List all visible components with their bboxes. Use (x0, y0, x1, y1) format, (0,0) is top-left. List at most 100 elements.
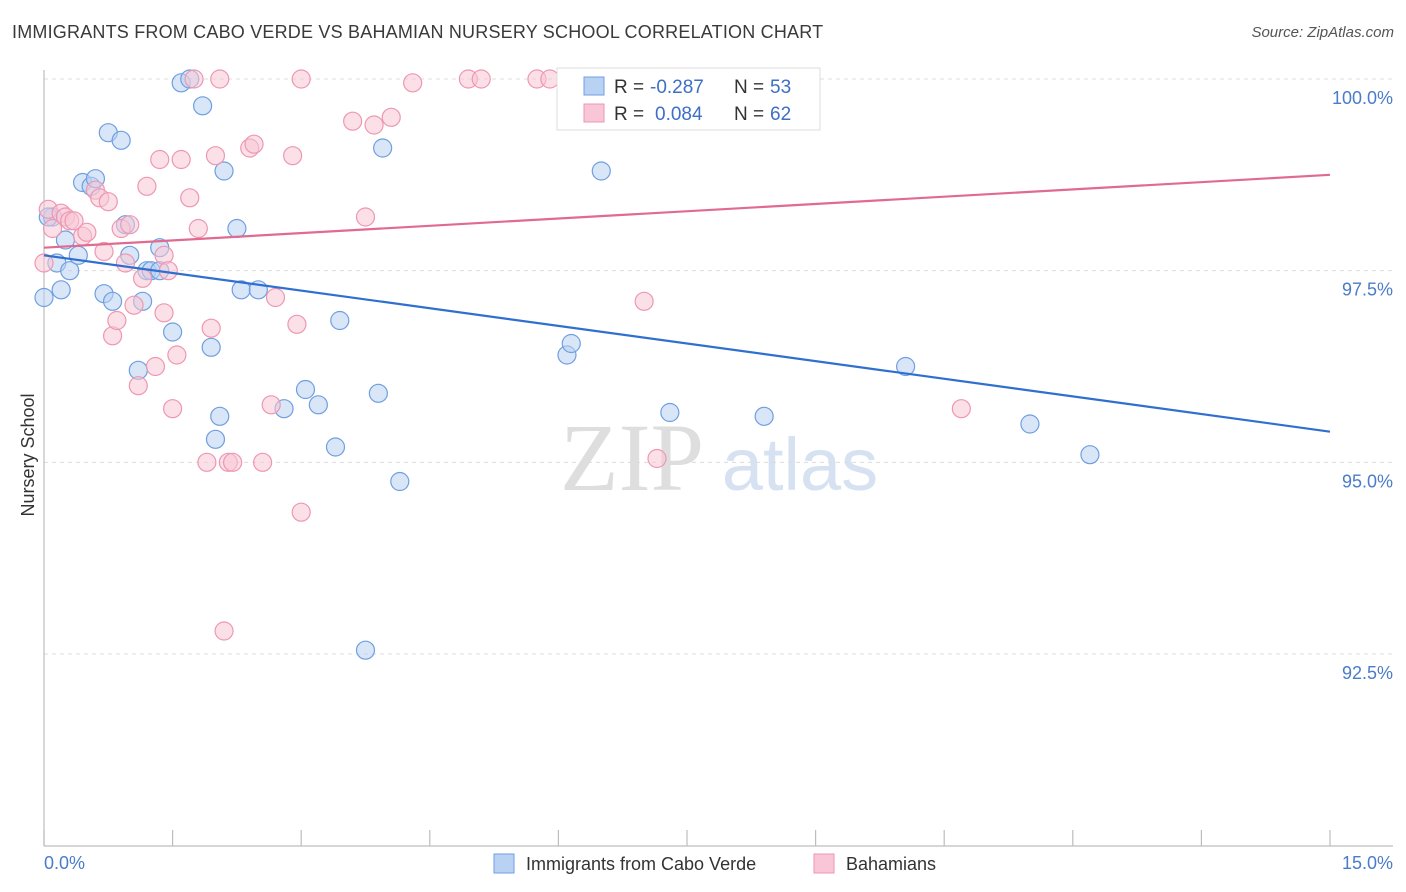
point-bahamians (287, 314, 307, 334)
point-bahamians (634, 291, 654, 311)
legend-n-value-bahamians: 62 (770, 104, 791, 125)
point-bahamians (364, 115, 384, 135)
source-note: Source: ZipAtlas.com (1251, 24, 1394, 41)
point-bahamians (171, 149, 191, 170)
point-cabo-verde (210, 406, 230, 426)
axes: 100.0% 97.5% 95.0% 92.5% (43, 70, 1393, 847)
point-bahamians (94, 241, 114, 262)
point-cabo-verde (34, 287, 54, 308)
point-bahamians (471, 69, 491, 89)
point-bahamians (647, 448, 667, 469)
point-bahamians (244, 134, 264, 154)
point-bahamians (381, 107, 401, 127)
legend-r-label-cabo-verde: R = (614, 77, 644, 98)
point-cabo-verde (163, 322, 183, 342)
point-cabo-verde (660, 402, 680, 423)
point-bahamians (343, 111, 363, 131)
point-bahamians (64, 211, 84, 231)
point-cabo-verde (201, 337, 221, 357)
point-cabo-verde (390, 471, 410, 492)
point-bahamians (124, 295, 144, 315)
point-bahamians (951, 399, 971, 419)
point-bahamians (205, 146, 226, 166)
trend-line-cabo-verde (43, 254, 1331, 433)
point-cabo-verde (295, 379, 316, 400)
point-bahamians (145, 356, 166, 377)
point-bahamians (197, 452, 217, 472)
point-cabo-verde (754, 406, 774, 426)
stats-legend: R = -0.287 N = 53 R = 0.084 N = 62 (556, 67, 821, 131)
legend-r-value-bahamians: 0.084 (655, 104, 703, 125)
point-bahamians (163, 399, 183, 419)
bottom-legend-swatch-cabo-verde (493, 853, 515, 874)
legend-n-label-cabo-verde: N = (734, 77, 764, 98)
gridlines (44, 78, 1393, 655)
legend-n-label-bahamians: N = (734, 104, 764, 125)
point-cabo-verde (896, 356, 916, 377)
point-bahamians (265, 287, 286, 308)
point-bahamians (115, 253, 136, 273)
point-cabo-verde (325, 437, 346, 457)
point-bahamians (77, 222, 97, 242)
point-cabo-verde (1080, 445, 1100, 465)
legend-n-value-cabo-verde: 53 (770, 77, 791, 98)
point-cabo-verde (51, 280, 71, 300)
point-cabo-verde (102, 291, 123, 311)
y-tick-label: 92.5% (1342, 663, 1393, 683)
watermark-atlas: atlas (722, 423, 878, 506)
point-bahamians (188, 218, 208, 239)
trend-lines (43, 173, 1331, 433)
point-bahamians (120, 215, 140, 235)
point-cabo-verde (368, 383, 388, 403)
point-bahamians (223, 452, 243, 472)
data-points (34, 69, 1100, 660)
point-cabo-verde (330, 310, 350, 331)
point-bahamians (210, 69, 230, 89)
point-cabo-verde (214, 161, 234, 181)
point-cabo-verde (561, 333, 581, 354)
legend-r-value-cabo-verde: -0.287 (650, 77, 704, 98)
point-cabo-verde (227, 218, 247, 239)
point-bahamians (154, 303, 174, 323)
point-cabo-verde (60, 261, 80, 281)
point-bahamians (253, 452, 273, 472)
point-bahamians (214, 621, 234, 641)
point-cabo-verde (355, 640, 376, 660)
point-bahamians (132, 268, 153, 288)
x-tick-label-min: 0.0% (44, 853, 85, 873)
point-bahamians (34, 253, 54, 273)
point-bahamians (540, 69, 560, 89)
y-axis-title: Nursery School (18, 393, 38, 516)
point-bahamians (283, 146, 303, 166)
point-bahamians (291, 502, 311, 522)
chart-title: IMMIGRANTS FROM CABO VERDE VS BAHAMIAN N… (12, 22, 824, 42)
y-tick-label: 95.0% (1342, 471, 1393, 491)
point-cabo-verde (373, 138, 393, 158)
bottom-legend-label-bahamians: Bahamians (846, 854, 936, 874)
bottom-legend-swatch-bahamians (813, 853, 835, 874)
point-bahamians (180, 188, 200, 208)
legend-swatch-bahamians (583, 103, 605, 123)
point-bahamians (184, 69, 204, 89)
bottom-legend-label-cabo-verde: Immigrants from Cabo Verde (526, 854, 756, 874)
trend-line-bahamians (43, 173, 1331, 249)
point-bahamians (355, 207, 376, 227)
point-cabo-verde (193, 96, 213, 116)
legend-swatch-cabo-verde (583, 76, 605, 96)
point-cabo-verde (205, 429, 226, 449)
point-cabo-verde (1020, 414, 1040, 434)
point-bahamians (291, 69, 311, 89)
point-bahamians (42, 218, 63, 239)
point-cabo-verde (591, 161, 611, 181)
point-bahamians (107, 310, 127, 331)
legend-r-label-bahamians: R = (614, 104, 644, 125)
series-legend: Immigrants from Cabo Verde Bahamians (493, 853, 936, 874)
point-bahamians (403, 73, 423, 93)
point-bahamians (261, 395, 281, 415)
point-bahamians (167, 345, 187, 365)
point-cabo-verde (111, 130, 131, 150)
point-bahamians (137, 176, 157, 196)
x-tick-label-max: 15.0% (1342, 853, 1393, 873)
watermark-zip: ZIP (560, 404, 704, 511)
